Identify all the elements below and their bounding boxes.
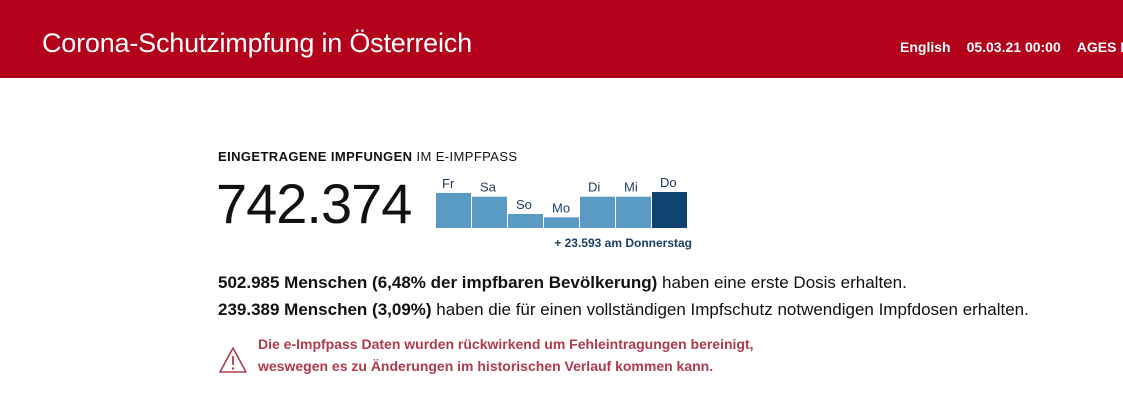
bar-label-mi: Mi — [624, 180, 638, 195]
bar-sa — [472, 196, 507, 228]
bar-label-di: Di — [588, 180, 600, 195]
warning-triangle-icon — [219, 347, 247, 373]
warning-text: Die e-Impfpass Daten wurden rückwirkend … — [258, 333, 754, 377]
summary-first-dose: 502.985 Menschen (6,48% der impfbaren Be… — [218, 269, 1029, 296]
header-nav: English 05.03.21 00:00 AGES D — [900, 39, 1123, 55]
total-vaccinations: 742.374 — [216, 172, 412, 235]
bar-fr — [436, 192, 471, 228]
bar-label-sa: Sa — [480, 180, 497, 195]
first-dose-text: haben eine erste Dosis erhalten. — [657, 273, 907, 292]
weekly-bar-chart: Fr Sa So Mo Di Mi Do — [436, 175, 687, 228]
full-protection-count: 239.389 Menschen (3,09%) — [218, 300, 432, 319]
source-link[interactable]: AGES D — [1076, 39, 1123, 55]
bar-label-so: So — [516, 197, 532, 212]
section-label: EINGETRAGENE IMPFUNGEN IM E-IMPFPASS — [218, 149, 517, 164]
vaccination-summary: 502.985 Menschen (6,48% der impfbaren Be… — [218, 269, 1029, 323]
bar-so — [508, 213, 543, 228]
bar-label-fr: Fr — [442, 176, 455, 191]
daily-delta-label: + 23.593 am Donnerstag — [554, 236, 692, 250]
warning-line-1: Die e-Impfpass Daten wurden rückwirkend … — [258, 336, 754, 352]
warning-line-2: weswegen es zu Änderungen im historische… — [258, 358, 714, 374]
page-title: Corona-Schutzimpfung in Österreich — [42, 28, 472, 58]
bar-label-do: Do — [660, 175, 677, 190]
full-protection-text: haben die für einen vollständigen Impfsc… — [431, 300, 1029, 319]
bar-mi — [616, 196, 651, 228]
data-timestamp: 05.03.21 00:00 — [966, 39, 1061, 55]
data-warning: Die e-Impfpass Daten wurden rückwirkend … — [218, 333, 818, 383]
summary-full-protection: 239.389 Menschen (3,09%) haben die für e… — [218, 296, 1029, 323]
bar-label-mo: Mo — [552, 200, 570, 215]
first-dose-count: 502.985 Menschen (6,48% der impfbaren Be… — [218, 273, 658, 292]
app-header: Corona-Schutzimpfung in Österreich Engli… — [0, 0, 1123, 78]
bar-do — [652, 192, 687, 228]
bar-mo — [544, 217, 579, 228]
section-label-strong: EINGETRAGENE IMPFUNGEN — [218, 149, 413, 164]
section-label-rest: IM E-IMPFPASS — [412, 149, 518, 164]
language-switch-link[interactable]: English — [900, 39, 951, 55]
bar-di — [580, 196, 615, 228]
